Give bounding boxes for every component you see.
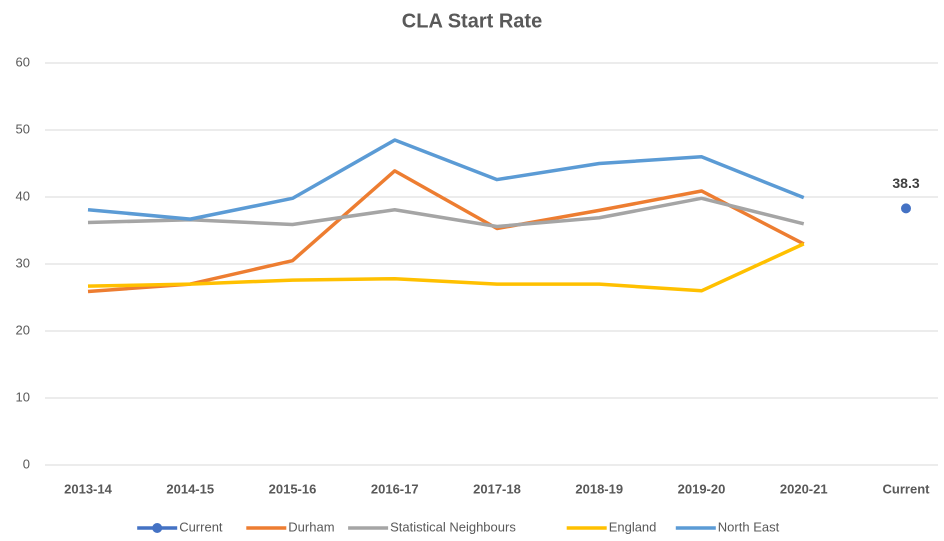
y-tick-label: 30 bbox=[16, 255, 30, 270]
chart-title: CLA Start Rate bbox=[402, 10, 542, 32]
legend-label: North East bbox=[718, 519, 780, 534]
point bbox=[901, 203, 911, 214]
x-tick-label: 2017-18 bbox=[473, 481, 521, 496]
y-tick-label: 20 bbox=[16, 322, 30, 337]
y-tick-label: 60 bbox=[16, 54, 30, 69]
x-tick-label: 2018-19 bbox=[575, 481, 623, 496]
series-line bbox=[87, 138, 805, 221]
legend-marker bbox=[152, 523, 163, 533]
data-label: 38.3 bbox=[892, 175, 919, 191]
x-tick-label: 2015-16 bbox=[269, 481, 317, 496]
y-tick-label: 40 bbox=[16, 188, 30, 203]
x-tick-label: Current bbox=[883, 481, 931, 496]
x-tick-label: 2016-17 bbox=[371, 481, 419, 496]
series-line bbox=[87, 242, 805, 293]
series-line bbox=[87, 196, 805, 229]
legend-label: England bbox=[609, 519, 657, 534]
y-tick-label: 10 bbox=[16, 389, 30, 404]
x-tick-label: 2020-21 bbox=[780, 481, 828, 496]
x-tick-label: 2019-20 bbox=[678, 481, 726, 496]
x-tick-label: 2014-15 bbox=[166, 481, 214, 496]
series-line bbox=[87, 169, 805, 294]
y-tick-label: 50 bbox=[16, 121, 30, 136]
y-tick-label: 0 bbox=[23, 456, 30, 471]
legend-label: Durham bbox=[288, 519, 334, 534]
x-tick-label: 2013-14 bbox=[64, 481, 112, 496]
legend-label: Current bbox=[179, 519, 223, 534]
legend-label: Statistical Neighbours bbox=[390, 519, 516, 534]
